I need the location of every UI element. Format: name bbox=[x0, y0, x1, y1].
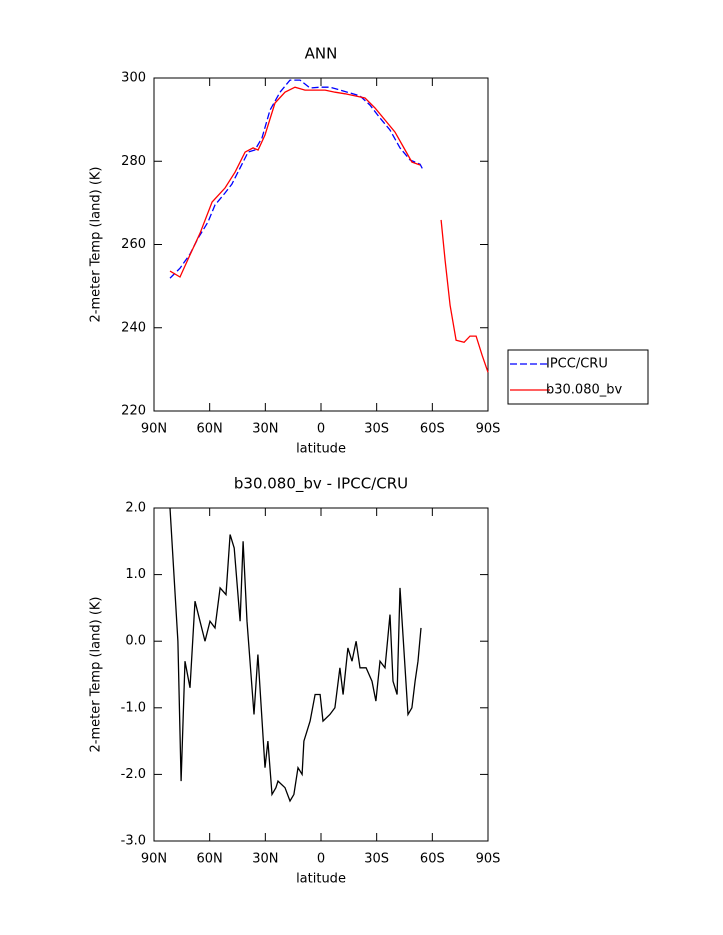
chart-title: b30.080_bv - IPCC/CRU bbox=[234, 475, 408, 494]
legend-label: IPCC/CRU bbox=[546, 357, 608, 372]
data-line bbox=[169, 79, 424, 279]
x-tick-label: 90N bbox=[141, 422, 167, 437]
x-tick-label: 60S bbox=[420, 852, 445, 867]
x-tick-label: 30N bbox=[252, 422, 278, 437]
x-tick-label: 0 bbox=[317, 852, 325, 867]
x-tick-label: 0 bbox=[317, 422, 325, 437]
y-axis-label: 2-meter Temp (land) (K) bbox=[89, 597, 104, 753]
chart-title: ANN bbox=[305, 45, 338, 63]
x-tick-label: 90N bbox=[141, 852, 167, 867]
plot-frame bbox=[153, 507, 489, 842]
legend-box bbox=[507, 349, 649, 405]
data-line bbox=[169, 507, 422, 803]
x-tick-label: 30S bbox=[364, 852, 389, 867]
y-tick-label: -1.0 bbox=[121, 700, 146, 715]
y-tick-label: 240 bbox=[121, 320, 146, 335]
legend-label: b30.080_bv bbox=[546, 383, 622, 398]
x-tick-label: 90S bbox=[476, 422, 501, 437]
y-tick-label: 220 bbox=[121, 404, 146, 419]
y-tick-label: 260 bbox=[121, 237, 146, 252]
y-tick-label: 2.0 bbox=[125, 501, 146, 516]
x-axis-label: latitude bbox=[296, 442, 346, 457]
x-tick-label: 60N bbox=[197, 852, 223, 867]
y-tick-label: -2.0 bbox=[121, 767, 146, 782]
x-axis-label: latitude bbox=[296, 872, 346, 887]
y-axis-label: 2-meter Temp (land) (K) bbox=[89, 167, 104, 323]
y-tick-label: 300 bbox=[121, 71, 146, 86]
plot-frame bbox=[153, 77, 489, 412]
y-tick-label: 0.0 bbox=[125, 634, 146, 649]
data-line bbox=[169, 86, 421, 278]
data-line bbox=[440, 219, 489, 373]
y-tick-label: 280 bbox=[121, 154, 146, 169]
x-tick-label: 60S bbox=[420, 422, 445, 437]
y-tick-label: 1.0 bbox=[125, 567, 146, 582]
x-tick-label: 30S bbox=[364, 422, 389, 437]
y-tick-label: -3.0 bbox=[121, 834, 146, 849]
x-tick-label: 30N bbox=[252, 852, 278, 867]
x-tick-label: 90S bbox=[476, 852, 501, 867]
x-tick-label: 60N bbox=[197, 422, 223, 437]
